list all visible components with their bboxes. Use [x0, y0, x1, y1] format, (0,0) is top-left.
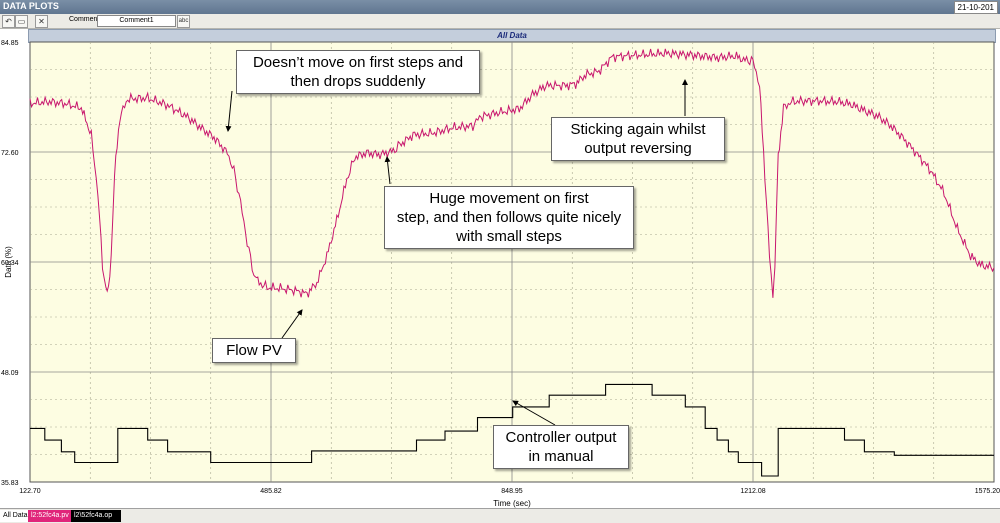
toolbar: ↶ ▭ ✕ Comment abc [0, 14, 1000, 29]
close-icon: ✕ [38, 17, 45, 26]
y-axis-label: Data (%) [4, 246, 13, 278]
legend-all-data-tab[interactable]: All Data [0, 510, 32, 522]
annotation-arrow [281, 309, 303, 339]
legend-series-pv[interactable]: l2:52fc4a.pv [28, 510, 74, 522]
comment-input[interactable] [97, 15, 176, 27]
annotation-sticking-again: Sticking again whilst output reversing [551, 117, 725, 161]
window-title: DATA PLOTS [3, 1, 59, 11]
y-tick-label: 60.34 [1, 260, 19, 267]
y-tick-label: 35.83 [1, 480, 19, 487]
annotation-arrow [512, 400, 556, 426]
apply-comment-button[interactable]: abc [177, 15, 190, 28]
open-button[interactable]: ▭ [15, 15, 28, 28]
annotation-flow-pv: Flow PV [212, 338, 296, 363]
date-readout: 21-10-201 [953, 1, 998, 14]
plot-title: All Data [497, 31, 527, 40]
undo-icon: ↶ [5, 17, 12, 26]
y-tick-label: 72.60 [1, 150, 19, 157]
x-tick-label: 1212.08 [740, 488, 765, 495]
comment-label: Comment [69, 16, 100, 23]
x-axis-label: Time (sec) [493, 499, 531, 508]
legend-series-op[interactable]: l2\52fc4a.op [71, 510, 121, 522]
annotation-huge-movement: Huge movement on first step, and then fo… [384, 186, 634, 249]
legend-bar: All Data l2:52fc4a.pv l2\52fc4a.op [0, 508, 1000, 523]
x-tick-label: 122.70 [19, 488, 41, 495]
annotation-controller-output: Controller output in manual [493, 425, 629, 469]
delete-button[interactable]: ✕ [35, 15, 48, 28]
annotation-arrow [384, 156, 391, 185]
annotation-arrow [225, 90, 233, 132]
series-line-op [30, 383, 994, 477]
x-tick-label: 485.82 [260, 488, 282, 495]
x-tick-label: 848.95 [501, 488, 523, 495]
annotation-drops-suddenly: Doesn’t move on first steps and then dro… [236, 50, 480, 94]
folder-icon: ▭ [17, 17, 26, 26]
abc-icon: abc [178, 18, 189, 24]
y-tick-label: 84.85 [1, 40, 19, 47]
undo-button[interactable]: ↶ [2, 15, 15, 28]
series-line-pv [29, 48, 995, 298]
y-tick-label: 48.09 [1, 370, 19, 377]
x-tick-label: 1575.20 [975, 488, 1000, 495]
